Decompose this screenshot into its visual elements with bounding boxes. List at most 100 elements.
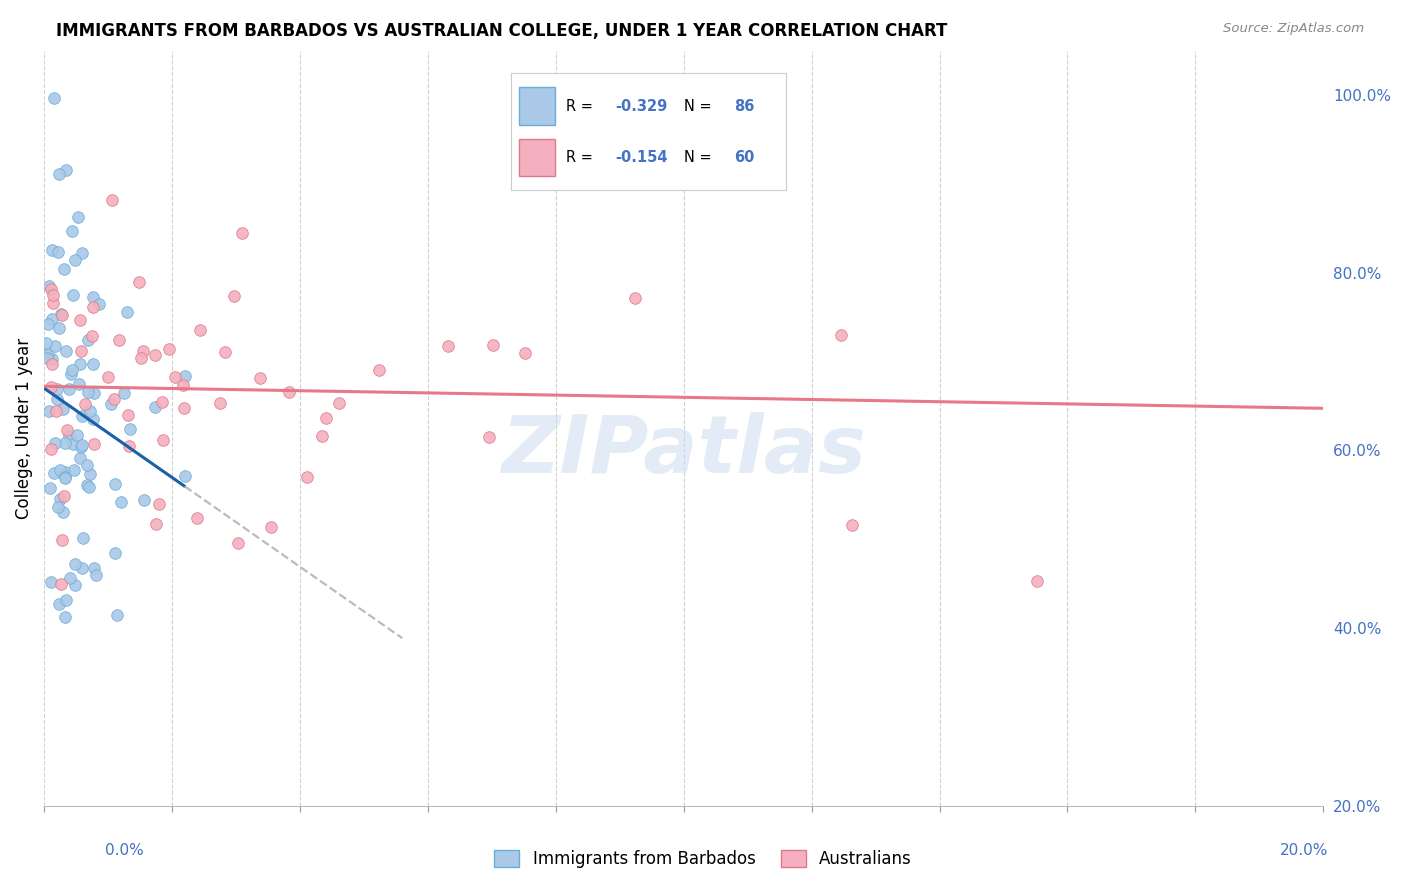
Point xyxy=(63,463,86,477)
Point xyxy=(77,333,100,347)
Point xyxy=(39,282,62,296)
Point xyxy=(143,348,166,362)
Point xyxy=(82,357,104,371)
Point xyxy=(311,429,333,443)
Point xyxy=(69,451,91,466)
Point xyxy=(52,505,75,519)
Point xyxy=(84,568,107,582)
Point xyxy=(37,351,59,366)
Point xyxy=(56,423,79,437)
Point xyxy=(42,91,65,105)
Point xyxy=(190,323,212,337)
Point xyxy=(165,370,187,384)
Point xyxy=(128,275,150,289)
Point xyxy=(44,339,66,353)
Point xyxy=(110,495,132,509)
Point xyxy=(623,292,645,306)
Point xyxy=(83,437,105,451)
Point xyxy=(118,438,141,452)
Point xyxy=(105,607,128,622)
Point xyxy=(44,436,66,450)
Point xyxy=(60,363,83,377)
Point xyxy=(63,577,86,591)
Point xyxy=(83,386,105,401)
Point xyxy=(132,343,155,358)
Point xyxy=(173,369,195,384)
Point xyxy=(49,463,72,477)
Point xyxy=(70,438,93,452)
Point xyxy=(79,467,101,481)
Point xyxy=(49,491,72,506)
Point xyxy=(70,561,93,575)
Point xyxy=(222,289,245,303)
Point xyxy=(39,442,62,456)
Point xyxy=(277,384,299,399)
Point xyxy=(41,311,63,326)
Point xyxy=(42,466,65,480)
Point xyxy=(295,470,318,484)
Y-axis label: College, Under 1 year: College, Under 1 year xyxy=(15,337,32,518)
Point xyxy=(173,469,195,483)
Point xyxy=(41,358,63,372)
Point xyxy=(83,561,105,575)
Point xyxy=(76,478,98,492)
Point xyxy=(48,320,70,334)
Point xyxy=(148,497,170,511)
Point xyxy=(55,470,77,484)
Point xyxy=(39,380,62,394)
Point xyxy=(52,489,75,503)
Point xyxy=(51,577,73,591)
Point xyxy=(72,532,94,546)
Point xyxy=(46,382,69,396)
Point xyxy=(738,131,761,145)
Point xyxy=(77,385,100,400)
Point xyxy=(53,465,76,479)
Point xyxy=(129,351,152,365)
Point xyxy=(82,290,104,304)
Point xyxy=(231,226,253,240)
Point xyxy=(55,163,77,178)
Text: 20.0%: 20.0% xyxy=(1281,843,1329,858)
Point xyxy=(59,571,82,585)
Point xyxy=(367,363,389,377)
Point xyxy=(157,342,180,356)
Point xyxy=(315,411,337,425)
Legend: Immigrants from Barbados, Australians: Immigrants from Barbados, Australians xyxy=(488,843,918,875)
Point xyxy=(48,167,70,181)
Point xyxy=(65,557,87,571)
Point xyxy=(100,397,122,411)
Point xyxy=(45,404,67,418)
Point xyxy=(46,392,69,407)
Point xyxy=(209,395,232,409)
Point xyxy=(58,382,80,396)
Text: ZIPatlas: ZIPatlas xyxy=(501,412,866,490)
Point xyxy=(226,536,249,550)
Point xyxy=(249,371,271,385)
Text: 0.0%: 0.0% xyxy=(105,843,145,858)
Point xyxy=(42,296,65,310)
Point xyxy=(478,430,501,444)
Point xyxy=(82,412,104,426)
Point xyxy=(51,533,73,547)
Point xyxy=(118,422,141,436)
Point xyxy=(76,458,98,472)
Text: IMMIGRANTS FROM BARBADOS VS AUSTRALIAN COLLEGE, UNDER 1 YEAR CORRELATION CHART: IMMIGRANTS FROM BARBADOS VS AUSTRALIAN C… xyxy=(56,22,948,40)
Point xyxy=(152,433,174,447)
Point xyxy=(48,597,70,611)
Point xyxy=(58,429,80,443)
Point xyxy=(173,401,195,416)
Point xyxy=(60,224,83,238)
Text: Source: ZipAtlas.com: Source: ZipAtlas.com xyxy=(1223,22,1364,36)
Point xyxy=(482,338,505,352)
Point xyxy=(35,346,58,360)
Point xyxy=(41,351,63,366)
Point xyxy=(97,369,120,384)
Point xyxy=(75,397,97,411)
Point xyxy=(62,288,84,302)
Point xyxy=(186,511,208,525)
Point xyxy=(1025,574,1047,588)
Point xyxy=(104,477,127,491)
Point xyxy=(52,402,75,417)
Point xyxy=(259,520,281,534)
Point xyxy=(69,313,91,327)
